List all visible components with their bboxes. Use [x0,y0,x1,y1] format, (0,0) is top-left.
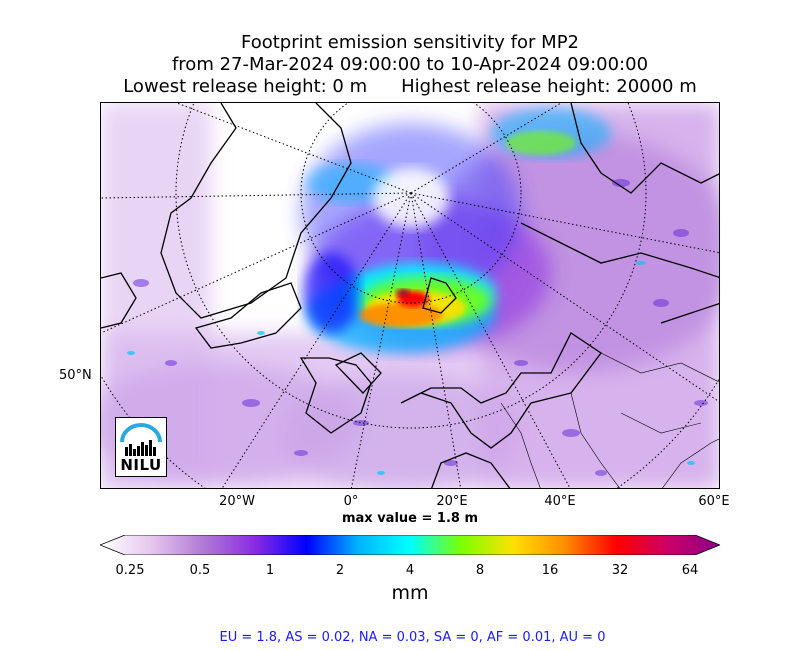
lowest-release-height: Lowest release height: 0 m [123,76,368,97]
lon-label-20e: 20°E [436,494,468,509]
map-canvas [101,103,719,488]
graticule [101,103,719,488]
colorbar-unit: mm [391,582,429,604]
lat-label-50n: 50°N [59,368,92,383]
lon-label-0: 0° [343,494,359,509]
borders [500,352,719,488]
colorbar-tick: 4 [405,563,415,578]
field-speckles [125,179,708,476]
lon-label-40e: 40°E [544,494,576,509]
nilu-logo-icon [120,423,162,456]
colorbar [100,535,720,555]
colorbar-tick: 8 [475,563,485,578]
colorbar-tick: 0.25 [115,563,145,578]
nilu-logo-text: NILU [120,456,162,474]
colorbar-tick: 1 [265,563,275,578]
title-line-2: from 27-Mar-2024 09:00:00 to 10-Apr-2024… [171,54,649,75]
colorbar-tick: 64 [681,563,699,578]
title-line-1: Footprint emission sensitivity for MP2 [240,32,579,53]
title-line-3: Lowest release height: 0 m Highest releas… [0,76,800,97]
nilu-logo: NILU [115,417,167,477]
colorbar-gradient [100,535,720,555]
highest-release-height: Highest release height: 20000 m [401,76,697,97]
region-summary: EU = 1.8, AS = 0.02, NA = 0.03, SA = 0, … [219,630,606,645]
field-plume [301,108,611,353]
colorbar-tick: 16 [541,563,559,578]
lon-label-20w: 20°W [219,494,255,509]
lon-label-60e: 60°E [698,494,730,509]
colorbar-tick: 32 [611,563,629,578]
colorbar-tick: 0.5 [189,563,211,578]
colorbar-tick: 2 [335,563,345,578]
footprint-map [100,102,720,489]
max-value-label: max value = 1.8 m [341,511,479,526]
